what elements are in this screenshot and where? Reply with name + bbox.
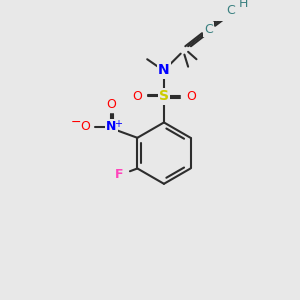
Text: O: O: [106, 98, 116, 111]
Text: S: S: [159, 89, 169, 103]
Text: N: N: [158, 63, 170, 77]
Text: O: O: [186, 90, 196, 103]
Text: O: O: [80, 120, 90, 133]
Text: C: C: [204, 23, 213, 36]
Text: N: N: [106, 120, 116, 133]
Text: −: −: [71, 116, 81, 128]
Text: +: +: [114, 119, 122, 129]
Text: H: H: [239, 0, 249, 10]
Text: F: F: [115, 167, 123, 181]
Text: C: C: [226, 4, 235, 17]
Text: O: O: [132, 90, 142, 103]
